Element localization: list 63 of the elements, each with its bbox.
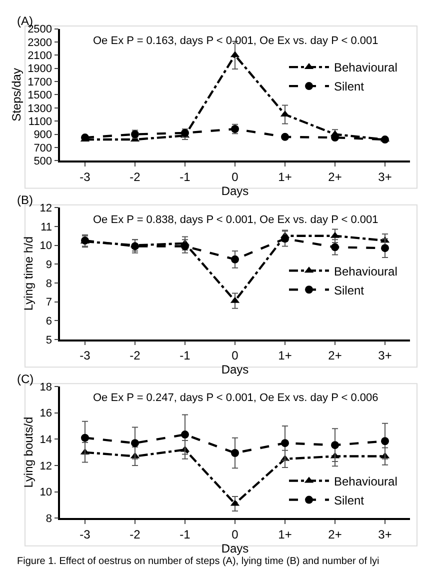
x-tick-label: 2+ — [328, 170, 342, 184]
chart-title: (C) — [17, 372, 34, 386]
y-tick-label: 2100 — [28, 50, 52, 62]
y-tick-label: 14 — [40, 434, 52, 446]
x-tick-label: 0 — [232, 527, 239, 542]
y-tick-label: 2300 — [28, 36, 52, 49]
y-tick-label: 9 — [46, 258, 52, 271]
y-tick-label: 18 — [40, 381, 52, 394]
x-tick-label: -3 — [80, 348, 91, 363]
caption: Figure 1. Effect of oestrus on number of steps (A), lying time (B) and number of lyi — [17, 556, 380, 567]
legend-label: Silent — [334, 283, 365, 298]
x-tick-label: 3+ — [378, 527, 392, 542]
x-tick-label: -2 — [130, 170, 141, 184]
annotation: Oe Ex P = 0.838, days P < 0.001, Oe Ex vs. day P < 0.001 — [93, 214, 378, 226]
legend-label: Behavioural — [334, 60, 398, 75]
y-tick-label: 1100 — [28, 116, 52, 128]
x-tick-label: 1+ — [278, 348, 292, 363]
y-tick-label: 5 — [46, 334, 52, 346]
legend-label: Silent — [334, 493, 365, 508]
legend-label: Behavioural — [334, 264, 398, 278]
y-tick-label: 10 — [40, 240, 52, 252]
x-tick-label: -2 — [130, 527, 141, 542]
y-tick-label: 11 — [40, 221, 52, 234]
y-tick-label: 1700 — [28, 76, 52, 88]
x-tick-label: -3 — [80, 170, 91, 184]
x-tick-label: 0 — [232, 348, 239, 363]
y-tick-label: 1900 — [28, 63, 52, 76]
y-axis-title: Lying time h/d — [22, 236, 36, 311]
y-tick-label: 8 — [46, 513, 52, 526]
legend-label: Silent — [334, 80, 365, 94]
y-tick-label: 500 — [34, 155, 52, 168]
y-tick-label: 8 — [46, 278, 52, 290]
y-tick-label: 12 — [40, 460, 52, 472]
y-tick-label: 1500 — [28, 90, 52, 102]
x-tick-label: 0 — [232, 170, 239, 184]
y-tick-label: 7 — [46, 296, 52, 309]
legend-label: Behavioural — [334, 474, 398, 488]
annotation: Oe Ex P = 0.163, days P < 0.001, Oe Ex vs. day P < 0.001 — [93, 35, 378, 47]
x-axis-title: Days — [221, 184, 249, 198]
annotation: Oe Ex P = 0.247, days P < 0.001, Oe Ex vs. day P < 0.006 — [93, 392, 378, 404]
x-tick-label: -1 — [180, 170, 191, 184]
x-tick-label: 1+ — [278, 170, 292, 184]
x-axis-title: Days — [221, 541, 249, 556]
y-axis-title: Lying bouts/d — [22, 416, 36, 488]
x-tick-label: 3+ — [378, 170, 392, 184]
x-tick-label: 3+ — [378, 348, 392, 363]
y-axis-title: Steps/day — [9, 68, 24, 122]
y-tick-label: 10 — [40, 486, 52, 499]
y-tick-label: 1300 — [28, 102, 52, 115]
x-tick-label: -2 — [130, 348, 141, 363]
chart-title: (B) — [17, 193, 33, 207]
x-tick-label: 2+ — [328, 348, 342, 363]
x-tick-label: 2+ — [328, 527, 342, 542]
x-tick-label: -1 — [180, 527, 191, 542]
y-tick-label: 12 — [40, 202, 52, 214]
x-axis-title: Days — [221, 362, 249, 377]
x-tick-label: -1 — [180, 348, 191, 363]
y-tick-label: 700 — [34, 142, 52, 154]
y-tick-label: 16 — [40, 408, 52, 420]
y-tick-label: 6 — [46, 315, 52, 328]
x-tick-label: -3 — [80, 527, 91, 542]
y-tick-label: 900 — [34, 129, 52, 142]
x-tick-label: 1+ — [278, 527, 292, 542]
